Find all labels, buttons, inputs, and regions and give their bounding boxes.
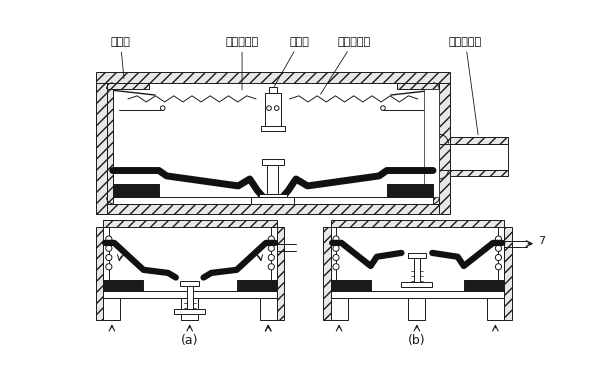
Circle shape	[333, 255, 339, 261]
Polygon shape	[260, 126, 285, 131]
Polygon shape	[331, 280, 371, 291]
Polygon shape	[450, 137, 508, 144]
Polygon shape	[113, 184, 159, 198]
Circle shape	[333, 236, 339, 242]
Polygon shape	[181, 281, 199, 286]
Polygon shape	[107, 89, 113, 204]
Circle shape	[496, 264, 502, 270]
Polygon shape	[187, 286, 193, 309]
Polygon shape	[103, 291, 277, 298]
Circle shape	[268, 255, 274, 261]
Polygon shape	[397, 83, 439, 89]
Text: 蒸汽閥彈簧: 蒸汽閥彈簧	[226, 36, 259, 90]
Text: (a): (a)	[181, 334, 199, 347]
Polygon shape	[433, 89, 439, 204]
Circle shape	[380, 106, 385, 111]
Polygon shape	[331, 220, 504, 228]
Circle shape	[268, 264, 274, 270]
Polygon shape	[113, 198, 433, 204]
Polygon shape	[96, 72, 450, 83]
Polygon shape	[414, 258, 420, 282]
Text: 蒸汽引出管: 蒸汽引出管	[449, 36, 482, 135]
Polygon shape	[271, 228, 277, 280]
Polygon shape	[103, 228, 109, 280]
Polygon shape	[323, 228, 331, 320]
Polygon shape	[96, 228, 103, 320]
Polygon shape	[387, 184, 433, 198]
Circle shape	[106, 245, 112, 251]
Polygon shape	[259, 194, 287, 198]
Polygon shape	[464, 280, 504, 291]
Polygon shape	[103, 298, 121, 320]
Circle shape	[333, 245, 339, 251]
Polygon shape	[409, 298, 425, 320]
Polygon shape	[265, 93, 281, 128]
Circle shape	[274, 106, 279, 111]
Text: (b): (b)	[408, 334, 425, 347]
Text: 7: 7	[539, 236, 545, 246]
Polygon shape	[487, 298, 504, 320]
Circle shape	[496, 245, 502, 251]
Polygon shape	[107, 83, 149, 89]
Polygon shape	[499, 228, 504, 280]
Polygon shape	[260, 298, 277, 320]
Polygon shape	[277, 228, 284, 320]
Circle shape	[496, 236, 502, 242]
Text: 蒸汽閥: 蒸汽閥	[110, 36, 130, 78]
Circle shape	[106, 255, 112, 261]
Polygon shape	[331, 298, 347, 320]
Circle shape	[496, 255, 502, 261]
Polygon shape	[331, 228, 336, 280]
Polygon shape	[174, 309, 205, 314]
Polygon shape	[262, 159, 284, 165]
Circle shape	[268, 245, 274, 251]
Circle shape	[160, 106, 165, 111]
Polygon shape	[450, 143, 508, 170]
Polygon shape	[331, 291, 504, 298]
Polygon shape	[251, 198, 295, 204]
Polygon shape	[268, 165, 278, 194]
Polygon shape	[103, 220, 277, 228]
Circle shape	[106, 236, 112, 242]
Polygon shape	[504, 228, 512, 320]
Circle shape	[106, 264, 112, 270]
Text: 空氣閥彈簧: 空氣閥彈簧	[320, 36, 370, 94]
Text: 空氣閥: 空氣閥	[274, 36, 310, 87]
Circle shape	[266, 106, 271, 111]
Polygon shape	[107, 204, 439, 214]
Polygon shape	[407, 253, 426, 258]
Polygon shape	[450, 170, 508, 176]
Circle shape	[268, 236, 274, 242]
Polygon shape	[269, 87, 277, 93]
Polygon shape	[181, 298, 198, 320]
Polygon shape	[103, 280, 143, 291]
Polygon shape	[236, 280, 277, 291]
Polygon shape	[424, 89, 439, 198]
Polygon shape	[401, 282, 432, 287]
Polygon shape	[439, 83, 450, 214]
Polygon shape	[96, 83, 107, 214]
Circle shape	[333, 264, 339, 270]
